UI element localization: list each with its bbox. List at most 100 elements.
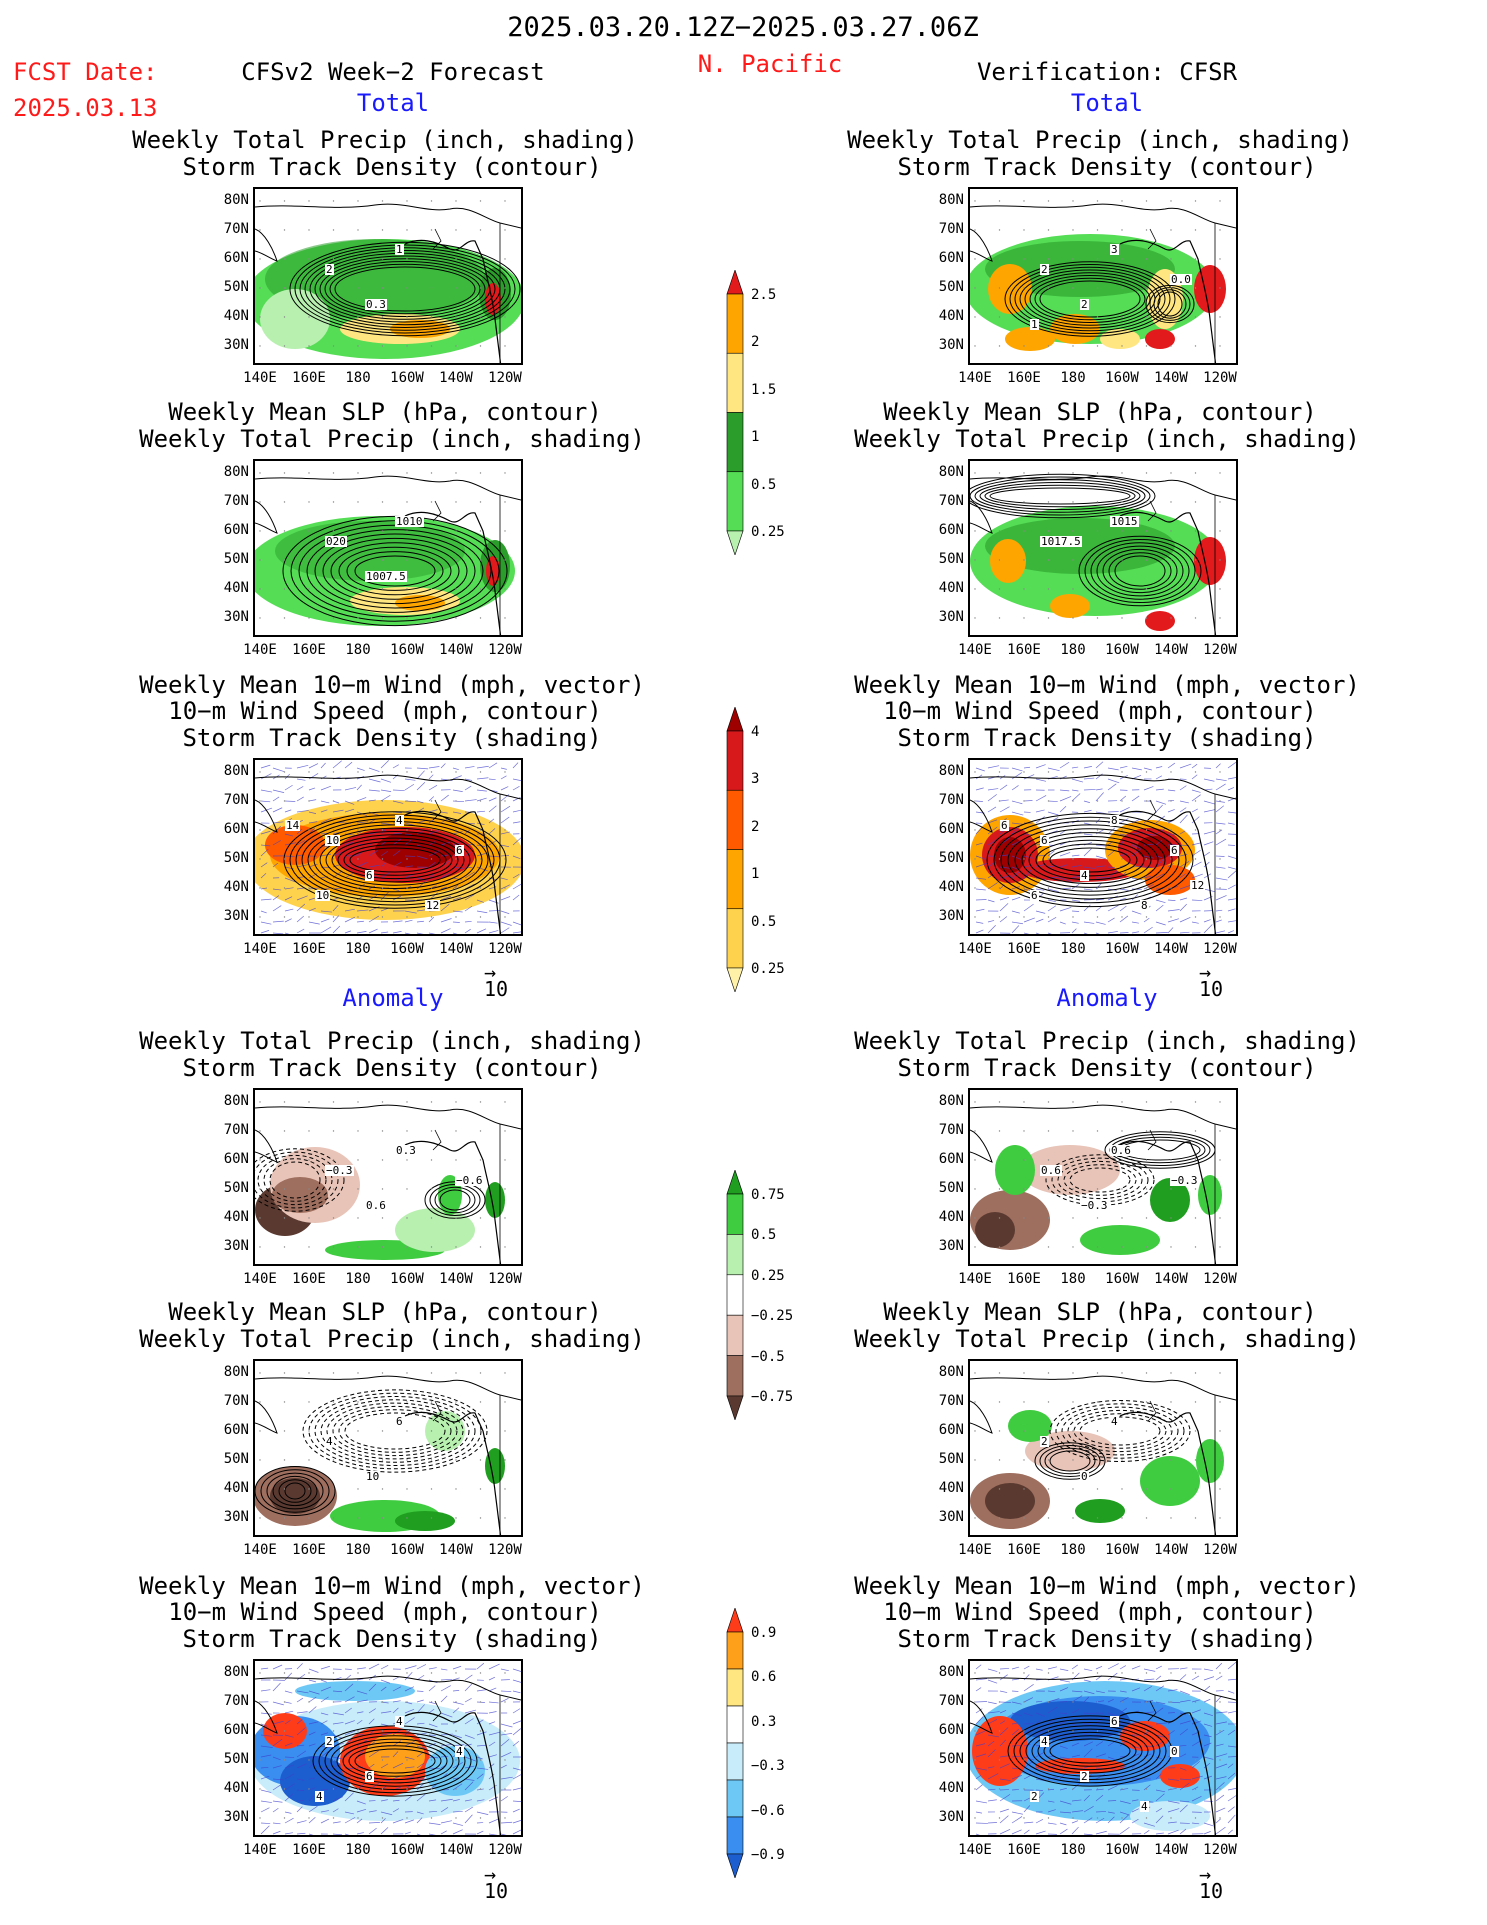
lon-tick-label: 180 (345, 1271, 371, 1287)
map-panel-panom-verification: 0.6 0.6 −0.3 −0.3 (968, 1088, 1238, 1266)
fcst-label: FCST Date: (13, 58, 158, 86)
lon-tick-label: 160W (390, 1271, 424, 1287)
lat-tick-label: 60N (938, 1422, 964, 1438)
panel-title-line: Storm Track Density (shading) (897, 724, 1317, 752)
lat-tick-label: 60N (938, 1722, 964, 1738)
lat-tick-label: 60N (223, 1422, 249, 1438)
region-title: N. Pacific (697, 50, 843, 78)
lat-tick-label: 40N (938, 1780, 964, 1796)
lon-tick-label: 140E (243, 1271, 277, 1287)
colorbar-tick-label: −0.5 (751, 1348, 785, 1365)
colorbar-tick-label: 0.5 (751, 1227, 777, 1244)
lat-tick-label: 70N (938, 1693, 964, 1709)
lon-tick-label: 160E (292, 1842, 326, 1858)
contour-label: 4 (395, 814, 404, 827)
colorbar-tick-label: 0.25 (751, 524, 785, 540)
lon-tick-label: 120W (488, 642, 522, 658)
panel-title-line: Weekly Mean SLP (hPa, contour) (168, 398, 602, 426)
colorbar-tick-label: −0.75 (751, 1389, 794, 1405)
panel-title-line: Weekly Total Precip (inch, shading) (139, 1027, 645, 1055)
panel-title-line: Weekly Total Precip (inch, shading) (854, 1325, 1360, 1353)
map-field (970, 1372, 1236, 1535)
lon-tick-label: 140W (439, 642, 473, 658)
lon-tick-label: 140W (1154, 370, 1188, 386)
lat-tick-label: 70N (938, 1393, 964, 1409)
section-label-total-left: Total (356, 89, 430, 117)
lon-tick-label: 180 (1060, 941, 1086, 957)
lat-tick-label: 30N (223, 1809, 249, 1825)
lat-tick-label: 50N (223, 1180, 249, 1196)
lon-tick-label: 140W (1154, 1271, 1188, 1287)
colorbar-tick-label: −0.25 (751, 1308, 794, 1325)
lat-tick-label: 80N (223, 1664, 249, 1680)
colorbar-tick-label: 0.25 (751, 1267, 785, 1284)
colorbar-storm-total (725, 706, 745, 996)
contour-label: −0.3 (1170, 1174, 1199, 1187)
lon-tick-label: 120W (488, 1542, 522, 1558)
colorbar-tick-label: 0.75 (751, 1187, 785, 1203)
lon-tick-label: 140E (958, 1542, 992, 1558)
colorbar-tick-label: −0.9 (751, 1847, 785, 1863)
lon-tick-label: 180 (1060, 1271, 1086, 1287)
panel-title-line: Weekly Mean 10−m Wind (mph, vector) (139, 1572, 645, 1600)
contour-label: 4 (1140, 1800, 1149, 1813)
colorbar-tick-label: 2.5 (751, 287, 777, 303)
lon-tick-label: 180 (345, 642, 371, 658)
panel-title-line: Storm Track Density (contour) (897, 1054, 1317, 1082)
map-field (970, 761, 1236, 934)
colorbar-tick-label: 0.6 (751, 1669, 777, 1686)
lat-tick-label: 70N (938, 1122, 964, 1138)
panel-title-line: Weekly Mean 10−m Wind (mph, vector) (854, 671, 1360, 699)
lon-tick-label: 120W (488, 1842, 522, 1858)
contour-label: 2 (1030, 1790, 1039, 1803)
vector-scale-label: 10 (484, 977, 509, 1001)
contour-label: 6 (1000, 819, 1009, 832)
panel-title-line: Weekly Total Precip (inch, shading) (854, 1027, 1360, 1055)
contour-label: 4 (1040, 1735, 1049, 1748)
lat-tick-label: 40N (223, 580, 249, 596)
vector-scale-label: 10 (1199, 1879, 1224, 1903)
lat-tick-label: 60N (223, 1151, 249, 1167)
lon-tick-label: 160W (1105, 941, 1139, 957)
colorbar-tick-label: 4 (751, 724, 760, 740)
lat-tick-label: 60N (938, 250, 964, 266)
lat-tick-label: 60N (223, 250, 249, 266)
lat-tick-label: 30N (938, 1238, 964, 1254)
lat-tick-label: 80N (938, 1664, 964, 1680)
panel-title-line: Storm Track Density (shading) (897, 1625, 1317, 1653)
lon-tick-label: 140W (1154, 941, 1188, 957)
lat-tick-label: 50N (938, 1751, 964, 1767)
panel-title-line: Weekly Mean SLP (hPa, contour) (883, 398, 1317, 426)
vector-scale-label: 10 (1199, 977, 1224, 1001)
lon-tick-label: 140E (958, 642, 992, 658)
contour-label: 1007.5 (365, 570, 407, 583)
contour-label: 2 (325, 1735, 334, 1748)
lon-tick-label: 140W (439, 370, 473, 386)
right-column-title: Verification: CFSR (976, 58, 1238, 86)
contour-label: 0.0 (1170, 273, 1192, 286)
lon-tick-label: 140E (243, 370, 277, 386)
lat-tick-label: 30N (223, 609, 249, 625)
lon-tick-label: 180 (1060, 370, 1086, 386)
lon-tick-label: 120W (488, 1271, 522, 1287)
lat-tick-label: 30N (938, 908, 964, 924)
colorbar-tick-label: 1.5 (751, 381, 777, 398)
contour-label: 6 (365, 869, 374, 882)
lon-tick-label: 160E (292, 941, 326, 957)
lat-tick-label: 50N (223, 1451, 249, 1467)
panel-title-line: 10−m Wind Speed (mph, contour) (168, 697, 602, 725)
lon-tick-label: 140E (958, 370, 992, 386)
lat-tick-label: 70N (223, 493, 249, 509)
lat-tick-label: 80N (223, 763, 249, 779)
lat-tick-label: 80N (223, 1093, 249, 1109)
contour-label: 0.6 (1040, 1164, 1062, 1177)
colorbar-storm-anom (725, 1607, 745, 1882)
lat-tick-label: 40N (938, 879, 964, 895)
contour-label: 6 (1030, 889, 1039, 902)
lon-tick-label: 180 (345, 941, 371, 957)
contour-label: 6 (365, 1770, 374, 1783)
lon-tick-label: 140E (958, 941, 992, 957)
lat-tick-label: 80N (938, 1364, 964, 1380)
contour-label: 6 (455, 844, 464, 857)
lat-tick-label: 30N (223, 337, 249, 353)
